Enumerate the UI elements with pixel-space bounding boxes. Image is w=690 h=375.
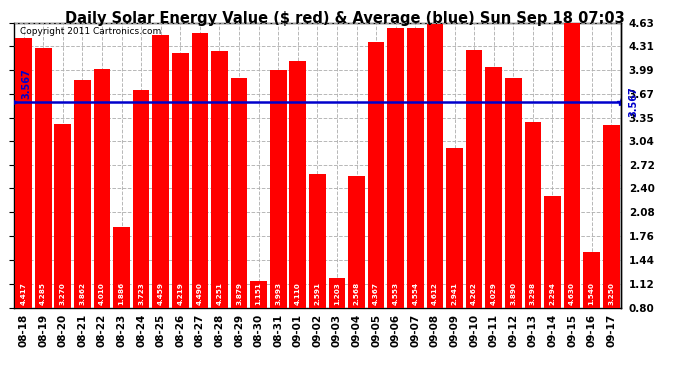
Text: 4.029: 4.029 bbox=[491, 282, 497, 305]
Text: 3.993: 3.993 bbox=[275, 282, 282, 305]
Text: 3.879: 3.879 bbox=[236, 282, 242, 305]
Bar bbox=[524, 122, 541, 308]
Text: 1.886: 1.886 bbox=[119, 282, 124, 305]
Text: 4.010: 4.010 bbox=[99, 282, 105, 305]
Text: 4.553: 4.553 bbox=[393, 282, 399, 305]
Bar bbox=[368, 42, 384, 308]
Bar bbox=[230, 78, 248, 308]
Text: 4.219: 4.219 bbox=[177, 282, 184, 305]
Bar bbox=[250, 281, 267, 308]
Bar bbox=[466, 50, 482, 308]
Bar bbox=[35, 48, 52, 308]
Text: 4.251: 4.251 bbox=[217, 282, 222, 305]
Bar bbox=[485, 67, 502, 308]
Text: 4.554: 4.554 bbox=[413, 282, 418, 305]
Bar bbox=[348, 176, 365, 308]
Bar bbox=[583, 252, 600, 308]
Text: 4.285: 4.285 bbox=[40, 282, 46, 305]
Bar bbox=[387, 28, 404, 308]
Text: 4.459: 4.459 bbox=[158, 282, 164, 305]
Text: 4.630: 4.630 bbox=[569, 282, 575, 305]
Bar bbox=[192, 33, 208, 308]
Text: 3.567: 3.567 bbox=[628, 86, 638, 117]
Text: 3.862: 3.862 bbox=[79, 282, 86, 305]
Text: 4.262: 4.262 bbox=[471, 282, 477, 305]
Text: 2.941: 2.941 bbox=[451, 282, 457, 305]
Bar bbox=[407, 28, 424, 308]
Bar bbox=[132, 90, 150, 308]
Bar bbox=[544, 196, 561, 308]
Bar bbox=[603, 125, 620, 308]
Bar bbox=[15, 38, 32, 308]
Text: 3.270: 3.270 bbox=[60, 282, 66, 305]
Bar bbox=[309, 174, 326, 308]
Bar bbox=[172, 53, 188, 307]
Bar bbox=[290, 61, 306, 308]
Text: 4.612: 4.612 bbox=[432, 282, 438, 305]
Bar bbox=[270, 70, 286, 308]
Text: 3.890: 3.890 bbox=[511, 282, 516, 305]
Bar bbox=[505, 78, 522, 308]
Text: Copyright 2011 Cartronics.com: Copyright 2011 Cartronics.com bbox=[20, 27, 161, 36]
Text: 2.294: 2.294 bbox=[549, 282, 555, 305]
Bar bbox=[426, 24, 443, 308]
Text: 4.367: 4.367 bbox=[373, 282, 380, 305]
Text: 1.540: 1.540 bbox=[589, 282, 595, 305]
Text: 3.567: 3.567 bbox=[21, 68, 32, 99]
Text: Daily Solar Energy Value ($ red) & Average (blue) Sun Sep 18 07:03: Daily Solar Energy Value ($ red) & Avera… bbox=[65, 11, 625, 26]
Bar bbox=[94, 69, 110, 308]
Text: 4.490: 4.490 bbox=[197, 282, 203, 305]
Text: 1.151: 1.151 bbox=[255, 282, 262, 305]
Text: 2.591: 2.591 bbox=[315, 282, 320, 305]
Bar bbox=[55, 124, 71, 308]
Text: 3.723: 3.723 bbox=[138, 282, 144, 305]
Text: 4.417: 4.417 bbox=[21, 282, 27, 305]
Bar bbox=[74, 80, 90, 308]
Bar bbox=[211, 51, 228, 308]
Bar bbox=[446, 148, 463, 308]
Bar bbox=[328, 278, 345, 308]
Text: 2.568: 2.568 bbox=[353, 282, 359, 305]
Text: 4.110: 4.110 bbox=[295, 282, 301, 305]
Text: 3.298: 3.298 bbox=[530, 282, 536, 305]
Bar bbox=[152, 35, 169, 308]
Bar bbox=[564, 22, 580, 308]
Text: 3.250: 3.250 bbox=[608, 282, 614, 305]
Bar bbox=[113, 227, 130, 308]
Text: 1.203: 1.203 bbox=[334, 282, 340, 305]
